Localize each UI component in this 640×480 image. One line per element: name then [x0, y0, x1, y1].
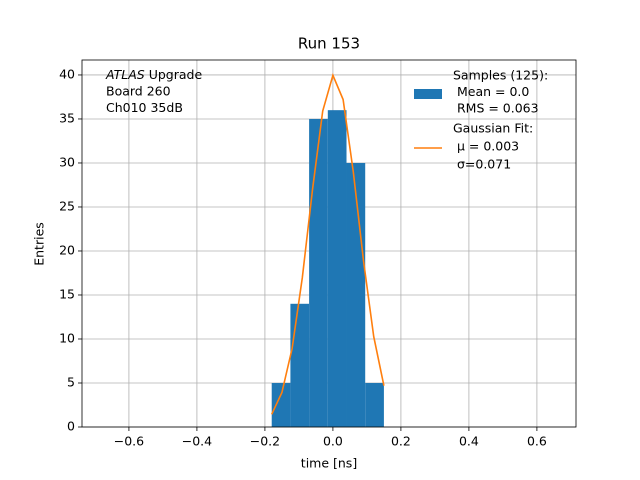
y-tick-label: 25 [59, 198, 75, 213]
annotation-text: Upgrade [149, 67, 203, 82]
y-tick-label: 10 [59, 330, 75, 345]
histogram-bar [309, 118, 328, 427]
y-tick-label: 15 [59, 286, 75, 301]
x-tick-label: 0.2 [391, 434, 411, 449]
x-tick-label: −0.4 [182, 434, 212, 449]
y-axis-label: Entries [32, 222, 47, 266]
histogram-bar [290, 303, 310, 427]
annotation-emphasis: ATLAS [105, 67, 145, 82]
y-tick-label: 35 [59, 110, 75, 125]
legend-label: Mean = 0.0 [453, 84, 529, 99]
y-tick-label: 0 [67, 419, 75, 434]
annotation: Ch010 35dB [106, 100, 183, 115]
legend-label: σ=0.071 [453, 157, 511, 172]
axes-frame [81, 59, 577, 428]
x-tick-label: −0.6 [114, 434, 144, 449]
x-axis-label: time [ns] [301, 456, 357, 471]
histogram-bar [327, 110, 347, 427]
y-tick-label: 40 [59, 66, 75, 81]
annotation: ATLAS Upgrade [105, 67, 202, 82]
chart-title: Run 153 [298, 35, 360, 53]
x-tick-label: 0.6 [527, 434, 547, 449]
legend-swatch [414, 89, 442, 99]
legend-label: μ = 0.003 [453, 139, 519, 154]
y-tick-label: 30 [59, 154, 75, 169]
histogram-bar [271, 382, 291, 427]
legend-label: RMS = 0.063 [453, 101, 539, 116]
histogram-bar [365, 382, 384, 427]
x-tick-label: 0.0 [323, 434, 343, 449]
legend-label: Samples (125): [453, 68, 548, 83]
legend-label: Gaussian Fit: [453, 121, 533, 136]
histogram-bar [346, 162, 366, 427]
x-tick-label: 0.4 [459, 434, 479, 449]
fit-line [270, 72, 385, 415]
x-tick-label: −0.2 [250, 434, 280, 449]
annotation: Board 260 [106, 84, 171, 99]
y-tick-label: 5 [67, 374, 75, 389]
y-tick-label: 20 [59, 242, 75, 257]
